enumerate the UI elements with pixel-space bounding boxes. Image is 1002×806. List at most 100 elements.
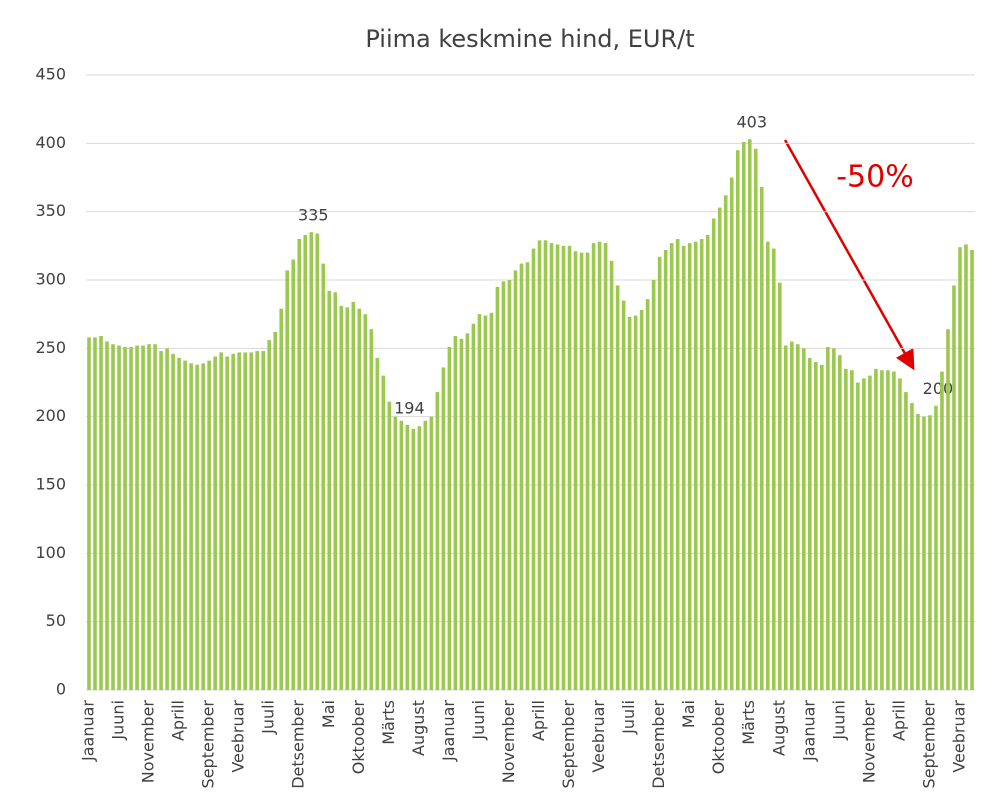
bar	[549, 243, 554, 690]
bar	[826, 346, 830, 690]
x-tick-label: Mai	[319, 700, 338, 728]
bar	[273, 331, 278, 690]
bar	[345, 307, 350, 690]
bar	[381, 375, 386, 690]
bar	[177, 357, 181, 690]
bar	[916, 413, 920, 690]
x-tick-label: Aprill	[529, 700, 548, 741]
bar	[315, 233, 320, 691]
bar	[633, 315, 638, 690]
bar	[567, 245, 572, 691]
bar	[699, 239, 704, 690]
bar	[747, 139, 752, 690]
bar	[615, 285, 620, 690]
bar	[627, 316, 632, 690]
bar	[459, 338, 464, 690]
x-tick-label: Oktoober	[349, 700, 368, 775]
bar	[555, 244, 560, 690]
bar	[519, 263, 524, 690]
bar	[423, 420, 428, 690]
x-tick-label: Veebruar	[229, 700, 248, 773]
x-tick-label: Jaanuar	[799, 700, 818, 762]
y-tick-label: 200	[35, 406, 66, 425]
bar	[255, 351, 259, 690]
x-tick-label: Veebruar	[949, 700, 968, 773]
bar	[958, 247, 962, 690]
bar	[135, 345, 139, 690]
y-tick-label: 350	[35, 201, 66, 220]
bar	[285, 270, 290, 690]
x-tick-label: Aprill	[169, 700, 188, 741]
data-label: 403	[736, 113, 767, 132]
y-tick-label: 300	[35, 270, 66, 289]
bar	[783, 345, 788, 690]
x-tick-label: November	[859, 700, 878, 784]
y-tick-label: 250	[35, 338, 66, 357]
y-tick-label: 0	[56, 680, 66, 699]
x-tick-label: Veebruar	[589, 700, 608, 773]
bar	[964, 244, 968, 690]
bar	[561, 245, 566, 691]
bar	[369, 329, 374, 690]
bar	[477, 314, 482, 690]
bar	[279, 308, 284, 690]
bar	[183, 360, 187, 690]
bar	[808, 357, 812, 690]
y-tick-label: 50	[46, 611, 66, 630]
bar	[952, 285, 956, 690]
bar	[207, 360, 211, 690]
bar	[105, 341, 109, 690]
bar	[753, 148, 758, 691]
bar	[645, 299, 650, 690]
bar	[970, 249, 974, 690]
bar	[501, 281, 506, 690]
bar	[651, 280, 656, 690]
bar	[537, 240, 542, 690]
bar	[249, 352, 253, 690]
bar	[735, 150, 740, 690]
bar	[789, 341, 794, 690]
bar	[483, 315, 488, 690]
bar	[153, 344, 157, 690]
bar	[723, 195, 728, 690]
bar	[267, 340, 272, 690]
bar	[111, 344, 115, 690]
bar	[777, 282, 782, 690]
bar	[525, 262, 530, 690]
bar	[693, 241, 698, 690]
bar	[898, 378, 902, 690]
bar	[609, 260, 614, 690]
bar	[213, 356, 217, 690]
x-tick-label: September	[919, 700, 938, 789]
bar	[489, 312, 494, 690]
bar	[201, 363, 205, 690]
bar	[832, 348, 836, 690]
bar	[159, 351, 163, 690]
bar	[910, 403, 914, 690]
bar	[838, 355, 842, 690]
bar	[717, 207, 722, 691]
x-tick-label: Juuli	[619, 700, 638, 735]
bar	[795, 344, 800, 690]
bar	[946, 329, 950, 690]
bar	[603, 243, 608, 690]
bar	[357, 308, 362, 690]
data-label: 200	[923, 379, 954, 398]
bar	[495, 286, 500, 690]
bar	[591, 243, 596, 690]
x-tick-label: August	[769, 700, 788, 756]
x-tick-label: August	[409, 700, 428, 756]
bar	[165, 348, 169, 690]
bar	[771, 248, 776, 691]
y-tick-label: 400	[35, 133, 66, 152]
bar	[814, 362, 818, 690]
bar	[123, 346, 127, 690]
bar	[765, 241, 770, 690]
x-tick-label: Detsember	[649, 700, 668, 789]
bar	[874, 368, 878, 690]
bar	[675, 239, 680, 690]
bar	[243, 352, 247, 690]
bar	[375, 357, 380, 690]
bar	[597, 241, 602, 690]
bar	[573, 251, 578, 691]
